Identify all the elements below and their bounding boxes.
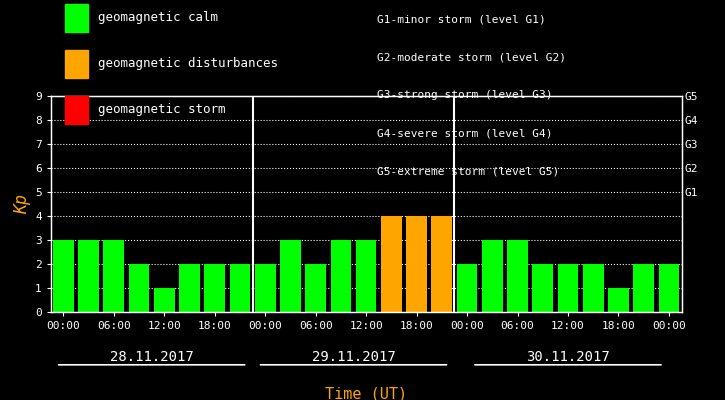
Bar	[331, 240, 351, 312]
Bar	[305, 264, 326, 312]
Y-axis label: Kp: Kp	[13, 194, 30, 214]
Text: Time (UT): Time (UT)	[325, 386, 407, 400]
Bar	[608, 288, 629, 312]
Bar	[583, 264, 603, 312]
Bar	[53, 240, 74, 312]
Text: G2-moderate storm (level G2): G2-moderate storm (level G2)	[377, 52, 566, 62]
Bar	[255, 264, 276, 312]
Bar	[406, 216, 427, 312]
Bar	[230, 264, 250, 312]
Text: G4-severe storm (level G4): G4-severe storm (level G4)	[377, 128, 552, 138]
Text: 29.11.2017: 29.11.2017	[312, 350, 395, 364]
Text: G1-minor storm (level G1): G1-minor storm (level G1)	[377, 14, 546, 24]
Text: 28.11.2017: 28.11.2017	[109, 350, 194, 364]
Text: G3-strong storm (level G3): G3-strong storm (level G3)	[377, 90, 552, 100]
Bar	[431, 216, 452, 312]
Bar	[204, 264, 225, 312]
Bar	[104, 240, 124, 312]
Text: geomagnetic disturbances: geomagnetic disturbances	[98, 58, 278, 70]
Text: 30.11.2017: 30.11.2017	[526, 350, 610, 364]
Bar	[457, 264, 477, 312]
Bar	[658, 264, 679, 312]
Bar	[179, 264, 200, 312]
Bar	[78, 240, 99, 312]
Bar	[381, 216, 402, 312]
Bar	[129, 264, 149, 312]
Bar	[356, 240, 376, 312]
Text: geomagnetic storm: geomagnetic storm	[98, 104, 225, 116]
Bar	[482, 240, 502, 312]
Bar	[507, 240, 528, 312]
Bar	[558, 264, 579, 312]
Text: geomagnetic calm: geomagnetic calm	[98, 12, 218, 24]
Bar	[280, 240, 301, 312]
Bar	[634, 264, 654, 312]
Bar	[154, 288, 175, 312]
Text: G5-extreme storm (level G5): G5-extreme storm (level G5)	[377, 166, 559, 176]
Bar	[532, 264, 553, 312]
